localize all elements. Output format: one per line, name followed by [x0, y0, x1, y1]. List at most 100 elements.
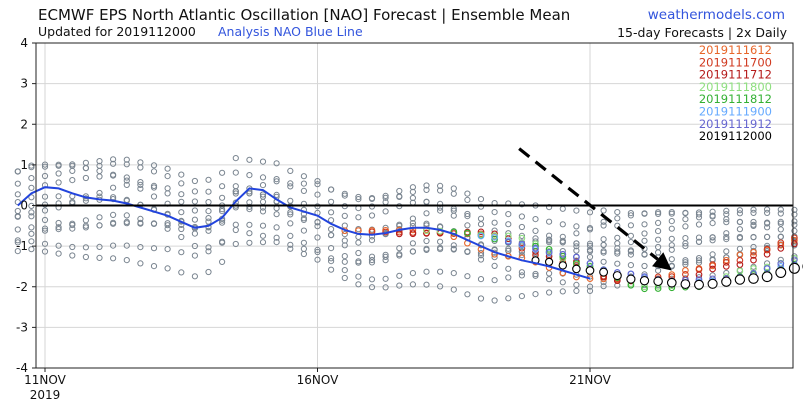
ensemble-marker	[41, 161, 49, 168]
ensemble-marker	[341, 267, 348, 274]
ensemble-marker	[791, 218, 798, 225]
ensemble-marker	[382, 284, 389, 291]
ensemble-marker	[55, 161, 62, 168]
ensemble-marker	[328, 231, 335, 239]
ensemble-marker	[518, 293, 526, 300]
forecast-marker	[504, 235, 512, 243]
ensemble-marker	[546, 236, 553, 243]
ensemble-marker	[777, 233, 784, 240]
y-tick-label: 2	[20, 117, 28, 131]
forecast-marker	[750, 248, 757, 256]
ensemble-marker	[41, 225, 49, 232]
ensemble-marker	[450, 242, 457, 249]
legend: 2019111612201911170020191117122019111800…	[699, 43, 772, 143]
ensemble-marker	[546, 289, 553, 296]
ensemble-marker	[573, 281, 580, 288]
ensemble-marker	[709, 237, 716, 244]
ensemble-marker	[695, 257, 703, 264]
forecast-marker	[559, 250, 567, 258]
ensemble-marker	[695, 221, 703, 228]
ensemble-marker	[655, 209, 662, 216]
y-tick-label: -4	[16, 361, 28, 375]
ensemble-marker	[137, 159, 144, 166]
y-tick-label: 4	[20, 36, 28, 50]
ensemble-marker	[28, 230, 35, 237]
forecast-marker	[750, 256, 757, 264]
ensemble-marker	[600, 249, 607, 256]
ensemble-marker	[259, 191, 267, 198]
ensemble-marker	[232, 188, 239, 195]
ensemble-marker	[368, 284, 376, 291]
ensemble-marker	[396, 251, 403, 258]
ensemble-marker	[82, 217, 90, 224]
ensemble-marker	[791, 221, 798, 228]
ensemble-marker	[259, 232, 267, 239]
updated-label: Updated for 2019112000	[38, 24, 196, 39]
ensemble-marker	[627, 222, 635, 229]
ensemble-marker	[573, 240, 580, 247]
ensemble-marker	[341, 242, 348, 249]
ensemble-marker	[382, 275, 389, 282]
ensemble-marker	[505, 295, 512, 302]
ensemble-marker	[573, 287, 580, 294]
ensemble-marker	[273, 239, 280, 246]
ensemble-marker	[232, 190, 239, 197]
ensemble-marker	[532, 238, 539, 245]
ensemble-marker	[355, 281, 362, 288]
ensemble-marker	[723, 219, 730, 226]
ensemble-marker	[450, 286, 457, 293]
ensemble-marker	[355, 273, 362, 280]
forecast-marker	[423, 230, 430, 237]
ensemble-marker	[382, 251, 389, 258]
ensemble-marker	[586, 246, 594, 253]
ensemble-marker	[723, 207, 730, 214]
forecast-marker	[695, 271, 703, 278]
ensemble-marker	[477, 256, 485, 263]
ensemble-marker	[641, 221, 648, 228]
ensemble-marker	[586, 287, 594, 294]
ensemble-marker	[491, 297, 498, 304]
ensemble-marker	[409, 248, 416, 255]
ensemble-marker	[164, 173, 171, 180]
ensemble-marker	[205, 268, 212, 276]
ensemble-marker	[205, 244, 212, 251]
forecast-series	[341, 226, 803, 293]
ensemble-marker	[546, 232, 553, 239]
ensemble-marker	[627, 232, 635, 239]
ensemble-marker	[655, 236, 662, 243]
ensemble-marker	[96, 243, 103, 250]
ensemble-marker	[736, 210, 744, 217]
ensemble-marker	[777, 210, 784, 217]
analysis-series	[17, 186, 591, 280]
ensemble-marker	[273, 211, 280, 218]
ensemble-marker	[627, 247, 635, 254]
ensemble-marker	[682, 223, 689, 230]
forecast-marker	[545, 248, 553, 256]
ensemble-marker	[491, 209, 498, 216]
ensemble-marker	[641, 262, 648, 270]
ensemble-marker	[627, 262, 635, 269]
ensemble-marker	[82, 174, 90, 182]
ensemble-marker	[736, 235, 744, 242]
ensemble-marker	[355, 239, 362, 246]
forecast-marker	[559, 252, 567, 260]
legend-entry-2019111900: 2019111900	[699, 105, 772, 119]
ensemble-members	[14, 155, 798, 304]
ensemble-marker	[41, 227, 49, 234]
ensemble-marker	[259, 222, 267, 229]
ensemble-marker	[287, 180, 294, 187]
forecast-marker	[694, 279, 704, 290]
ensemble-marker	[409, 220, 416, 227]
ensemble-marker	[368, 256, 376, 264]
forecast-marker	[791, 236, 798, 244]
ensemble-marker	[82, 253, 90, 261]
ensemble-marker	[559, 233, 566, 240]
ensemble-marker	[28, 224, 35, 231]
ensemble-marker	[328, 226, 335, 233]
ensemble-marker	[219, 258, 226, 265]
ensemble-marker	[205, 215, 212, 222]
ensemble-marker	[464, 291, 471, 298]
ensemble-marker	[695, 209, 703, 216]
legend-entry-2019111912: 2019111912	[699, 117, 772, 131]
